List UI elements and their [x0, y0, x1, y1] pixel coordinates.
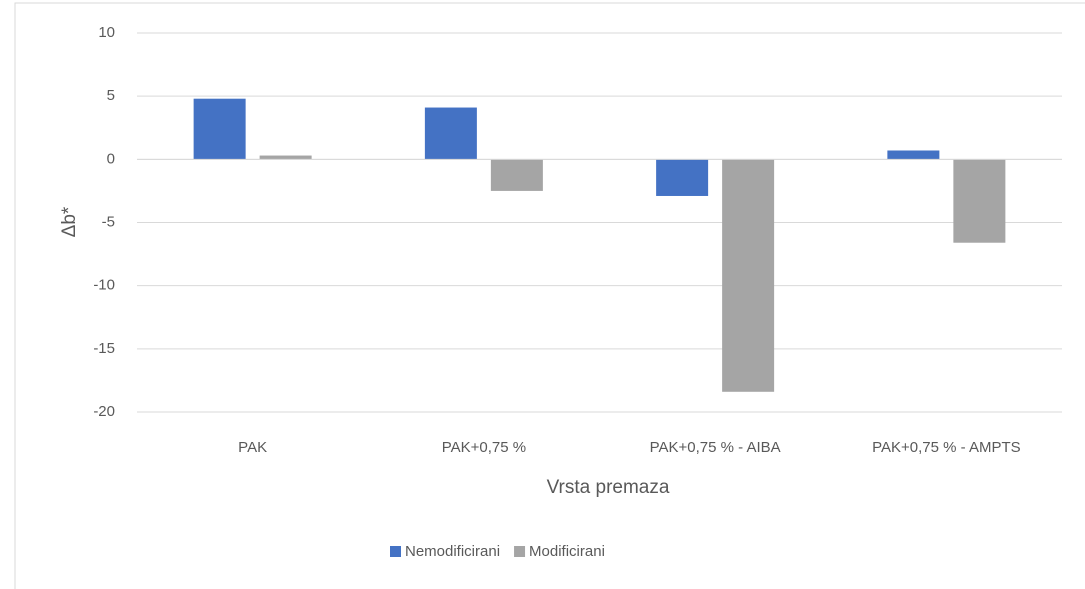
y-tick-label: -15	[93, 340, 115, 357]
x-tick-label: PAK+0,75 %	[442, 439, 526, 456]
bar	[887, 150, 940, 160]
y-tick-label: 10	[98, 24, 115, 41]
x-tick-label: PAK+0,75 % - AMPTS	[872, 439, 1021, 456]
bar	[424, 107, 477, 160]
bar	[953, 159, 1006, 243]
x-tick-label: PAK	[238, 439, 267, 456]
y-tick-label: 5	[107, 87, 115, 104]
bar	[656, 159, 709, 196]
chart-border	[14, 2, 1085, 589]
legend-label: Modificirani	[529, 543, 605, 560]
bar	[722, 159, 775, 392]
y-tick-label: -5	[102, 213, 115, 230]
bar	[259, 155, 312, 160]
x-axis-label: Vrsta premaza	[547, 477, 670, 498]
legend-swatch	[390, 546, 401, 557]
legend-label: Nemodificirani	[405, 543, 500, 560]
bar	[193, 98, 246, 160]
legend-swatch	[514, 546, 526, 557]
y-axis-label: Δb*	[59, 206, 80, 237]
y-tick-label: 0	[107, 150, 115, 167]
x-tick-label: PAK+0,75 % - AIBA	[650, 439, 781, 456]
y-tick-label: -20	[93, 403, 115, 420]
bar	[490, 159, 543, 191]
y-tick-label: -10	[93, 277, 115, 294]
